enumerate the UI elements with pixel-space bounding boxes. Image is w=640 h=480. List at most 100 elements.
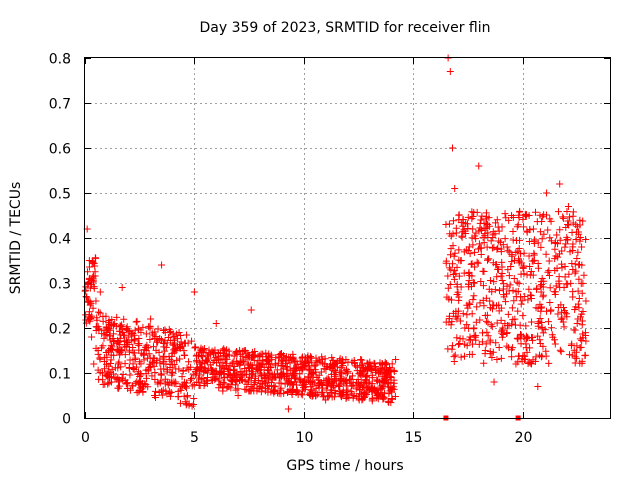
data-point [118,374,126,382]
data-point [487,237,495,245]
data-point [96,288,104,296]
data-point [466,300,474,308]
data-point [484,220,492,228]
data-point [277,362,285,370]
data-point [473,258,481,266]
data-point [513,334,521,342]
data-point [476,219,484,227]
data-point [82,283,90,291]
data-point [571,359,579,367]
data-point [137,360,145,368]
data-point [161,337,169,345]
data-point [315,379,323,387]
data-point [503,342,511,350]
data-point [89,258,97,266]
data-point [475,162,483,170]
data-point [105,325,113,333]
data-point [522,322,530,330]
data-point [181,382,189,390]
data-point [535,318,543,326]
data-point [572,235,580,243]
data-point [170,346,178,354]
data-point [220,374,228,382]
data-point [564,203,572,210]
data-point [329,379,337,387]
data-point [327,370,335,378]
data-point [523,271,531,279]
data-point [352,385,360,393]
data-point [135,340,143,348]
y-tick-label: 0.8 [49,52,71,68]
data-point [372,366,380,374]
data-point [251,348,259,356]
data-point [271,360,279,368]
data-point [553,264,561,272]
data-point [348,382,356,390]
data-point [256,361,264,369]
data-point [390,385,398,393]
data-point [209,358,217,366]
data-point [510,274,518,282]
data-point [509,316,517,324]
data-point [449,230,457,238]
data-point [484,255,492,263]
data-point [261,384,269,392]
data-point [133,317,141,325]
data-point [122,380,130,388]
data-point [378,389,386,397]
data-point [468,350,476,358]
data-point [142,330,150,338]
data-point [246,353,254,361]
data-point [476,316,484,324]
data-point [169,341,177,349]
data-point [107,356,115,364]
y-axis-label: SRMTID / TECUs [8,182,24,295]
x-tick-label: 0 [81,430,90,446]
data-point [161,380,169,388]
data-point [87,314,95,322]
data-point [568,259,576,267]
data-point [556,180,564,188]
data-point [358,362,366,370]
data-point [457,257,465,265]
data-point [154,338,162,346]
data-point [573,255,581,263]
data-point [516,257,524,265]
data-point [89,304,97,312]
data-point [343,366,351,374]
data-point [347,375,355,383]
data-point [134,370,142,378]
data-point [147,363,155,371]
data-point [520,270,528,278]
data-point [461,340,469,348]
data-point [523,348,531,356]
data-point [373,377,381,385]
data-point [578,261,586,269]
data-point [199,345,207,353]
data-point [564,280,572,288]
data-point [164,381,172,389]
data-point [114,384,122,392]
data-point [556,226,564,234]
data-point [536,315,544,323]
data-point [533,284,541,292]
data-point [191,344,199,352]
data-point [237,351,245,359]
data-point [484,319,492,327]
data-point [447,321,455,329]
data-point [291,359,299,367]
data-point [515,211,523,219]
data-point [131,335,139,343]
data-point [318,389,326,397]
data-point [183,364,191,372]
data-point [157,377,165,385]
data-point [244,378,252,386]
data-point [572,267,580,275]
data-point [281,380,289,388]
y-tick-label: 0.4 [49,232,71,248]
data-point [571,353,579,361]
data-point [179,381,187,389]
data-point [371,386,379,394]
data-point [358,360,366,368]
data-point [355,380,363,388]
